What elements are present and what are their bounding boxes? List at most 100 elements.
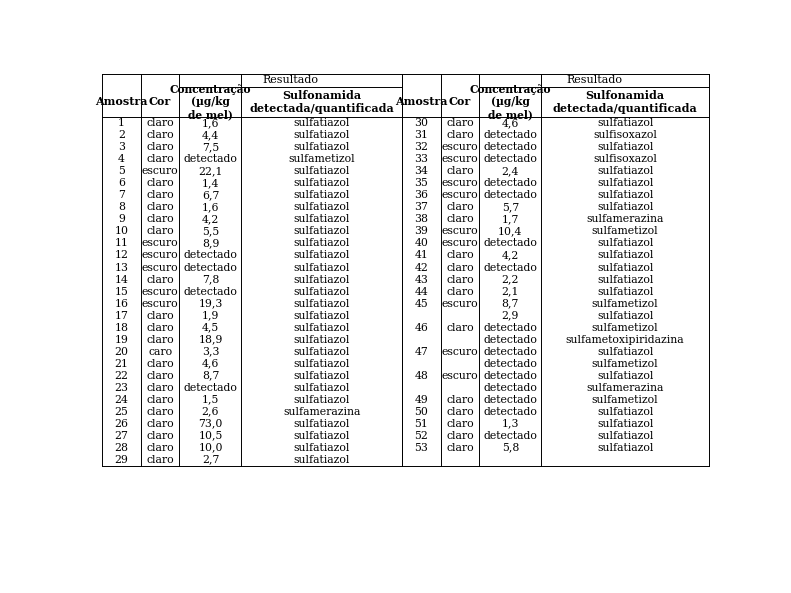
Text: sulfametoxipiridazina: sulfametoxipiridazina: [566, 334, 684, 345]
Text: detectado: detectado: [483, 407, 537, 417]
Text: 4,6: 4,6: [501, 119, 519, 128]
Text: claro: claro: [446, 407, 474, 417]
Text: sulfatiazol: sulfatiazol: [293, 346, 350, 356]
Text: detectado: detectado: [184, 154, 237, 164]
Text: 37: 37: [414, 202, 428, 212]
Text: claro: claro: [146, 130, 174, 141]
Text: claro: claro: [446, 167, 474, 176]
Text: sulfatiazol: sulfatiazol: [597, 167, 653, 176]
Text: claro: claro: [446, 119, 474, 128]
Text: claro: claro: [146, 382, 174, 393]
Text: escuro: escuro: [441, 178, 479, 189]
Text: claro: claro: [146, 371, 174, 381]
Text: 28: 28: [115, 443, 128, 452]
Text: detectado: detectado: [184, 263, 237, 273]
Text: detectado: detectado: [483, 263, 537, 273]
Text: Resultado: Resultado: [566, 75, 622, 85]
Text: claro: claro: [446, 419, 474, 429]
Text: caro: caro: [148, 346, 172, 356]
Text: detectado: detectado: [184, 286, 237, 296]
Text: claro: claro: [446, 202, 474, 212]
Text: claro: claro: [446, 130, 474, 141]
Text: claro: claro: [146, 431, 174, 441]
Text: 2,7: 2,7: [202, 455, 219, 465]
Text: sulfatiazol: sulfatiazol: [293, 455, 350, 465]
Text: 43: 43: [414, 275, 428, 285]
Text: detectado: detectado: [483, 346, 537, 356]
Text: sulfisoxazol: sulfisoxazol: [593, 154, 657, 164]
Text: 4,5: 4,5: [202, 323, 219, 333]
Text: 3,3: 3,3: [202, 346, 219, 356]
Text: sulfatiazol: sulfatiazol: [293, 286, 350, 296]
Text: sulfatiazol: sulfatiazol: [597, 263, 653, 273]
Text: escuro: escuro: [441, 142, 479, 152]
Text: 11: 11: [115, 238, 128, 248]
Text: Amostra: Amostra: [395, 97, 448, 107]
Text: 13: 13: [115, 263, 128, 273]
Text: 46: 46: [414, 323, 428, 333]
Text: claro: claro: [146, 443, 174, 452]
Text: detectado: detectado: [483, 190, 537, 200]
Text: 10,5: 10,5: [199, 431, 222, 441]
Text: sulfatiazol: sulfatiazol: [597, 346, 653, 356]
Text: 4,2: 4,2: [501, 250, 519, 260]
Text: sulfatiazol: sulfatiazol: [597, 371, 653, 381]
Text: escuro: escuro: [142, 298, 179, 308]
Text: 33: 33: [414, 154, 428, 164]
Text: 5: 5: [118, 167, 125, 176]
Text: 40: 40: [414, 238, 428, 248]
Text: Resultado: Resultado: [263, 75, 319, 85]
Text: sulfatiazol: sulfatiazol: [293, 178, 350, 189]
Text: sulfatiazol: sulfatiazol: [293, 311, 350, 321]
Text: detectado: detectado: [483, 382, 537, 393]
Text: escuro: escuro: [441, 298, 479, 308]
Text: sulfatiazol: sulfatiazol: [597, 238, 653, 248]
Text: claro: claro: [146, 215, 174, 225]
Text: sulfamerazina: sulfamerazina: [283, 407, 361, 417]
Text: detectado: detectado: [483, 142, 537, 152]
Text: 32: 32: [414, 142, 428, 152]
Text: detectado: detectado: [483, 178, 537, 189]
Text: sulfatiazol: sulfatiazol: [293, 190, 350, 200]
Text: 22: 22: [115, 371, 128, 381]
Text: 50: 50: [414, 407, 428, 417]
Text: claro: claro: [146, 395, 174, 404]
Text: 44: 44: [414, 286, 428, 296]
Text: claro: claro: [146, 311, 174, 321]
Text: claro: claro: [146, 178, 174, 189]
Text: claro: claro: [146, 359, 174, 369]
Text: detectado: detectado: [483, 154, 537, 164]
Text: 53: 53: [414, 443, 428, 452]
Text: 24: 24: [115, 395, 128, 404]
Text: sulfatiazol: sulfatiazol: [597, 119, 653, 128]
Text: 42: 42: [414, 263, 428, 273]
Text: 31: 31: [414, 130, 428, 141]
Text: sulfamerazina: sulfamerazina: [586, 382, 664, 393]
Text: sulfatiazol: sulfatiazol: [293, 395, 350, 404]
Text: 12: 12: [115, 250, 128, 260]
Text: 4: 4: [118, 154, 125, 164]
Text: sulfatiazol: sulfatiazol: [597, 419, 653, 429]
Text: claro: claro: [146, 323, 174, 333]
Text: sulfametizol: sulfametizol: [592, 227, 658, 237]
Text: detectado: detectado: [483, 130, 537, 141]
Text: sulfamerazina: sulfamerazina: [586, 215, 664, 225]
Text: claro: claro: [146, 419, 174, 429]
Text: sulfatiazol: sulfatiazol: [293, 359, 350, 369]
Text: 38: 38: [414, 215, 428, 225]
Text: 6: 6: [118, 178, 125, 189]
Text: detectado: detectado: [483, 334, 537, 345]
Text: 39: 39: [414, 227, 428, 237]
Text: 1,9: 1,9: [202, 311, 219, 321]
Text: sulfatiazol: sulfatiazol: [597, 250, 653, 260]
Text: claro: claro: [446, 395, 474, 404]
Text: 2,2: 2,2: [501, 275, 519, 285]
Text: 52: 52: [414, 431, 428, 441]
Text: sulfatiazol: sulfatiazol: [293, 431, 350, 441]
Text: sulfatiazol: sulfatiazol: [293, 167, 350, 176]
Text: 7,5: 7,5: [202, 142, 219, 152]
Text: sulfatiazol: sulfatiazol: [293, 119, 350, 128]
Text: 8,7: 8,7: [202, 371, 219, 381]
Text: claro: claro: [146, 407, 174, 417]
Text: sulfatiazol: sulfatiazol: [293, 323, 350, 333]
